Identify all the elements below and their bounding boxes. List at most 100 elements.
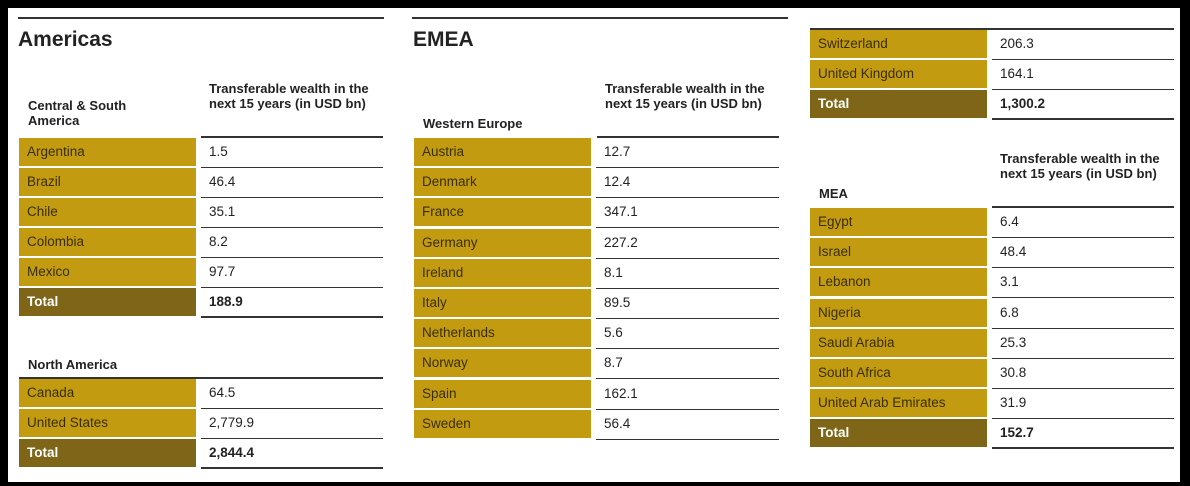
total-label: Total [19,439,196,467]
country-name: United States [19,409,196,437]
country-name: Austria [414,138,591,166]
country-name: Lebanon [810,268,987,297]
wealth-value: 64.5 [201,379,383,409]
wealth-value: 56.4 [596,410,779,440]
country-name: Denmark [414,168,591,197]
table-row: United States 2,779.9 [19,409,383,439]
country-name: Switzerland [810,30,987,58]
country-name: Argentina [19,138,196,166]
table-row: France 347.1 [414,198,779,229]
wealth-value: 31.9 [992,389,1174,420]
country-name: Colombia [19,228,196,256]
wealth-value: 1.5 [201,138,383,168]
table-row: Chile 35.1 [19,198,383,228]
total-row: Total 152.7 [810,419,1174,450]
table-row: Norway 8.7 [414,349,779,380]
country-name: Netherlands [414,319,591,348]
central-south-america-header: Central & South America [28,98,127,128]
table-row: Italy 89.5 [414,289,779,319]
wealth-value: 8.7 [596,349,779,380]
wealth-value: 227.2 [596,229,779,259]
table-row: Colombia 8.2 [19,228,383,258]
wealth-value: 35.1 [201,198,383,228]
table-row: Brazil 46.4 [19,168,383,198]
table-row: Saudi Arabia 25.3 [810,328,1174,359]
table-row: Sweden 56.4 [414,409,779,440]
country-name: Nigeria [810,298,987,327]
total-row: Total 188.9 [19,288,383,318]
country-name: Spain [414,379,591,408]
table-row: Argentina 1.5 [19,138,383,168]
americas-header-rule [201,136,383,138]
country-name: Italy [414,289,591,317]
table-row: Canada 64.5 [19,379,383,409]
table-row: Nigeria 6.8 [810,298,1174,329]
table-row: Netherlands 5.6 [414,319,779,350]
table-row: Mexico 97.7 [19,258,383,288]
wealth-value: 5.6 [596,319,779,350]
wealth-value: 12.4 [596,168,779,199]
total-label: Total [810,419,987,448]
americas-top-rule [18,17,384,19]
wealth-value: 2,779.9 [201,409,383,439]
total-row: Total 1,300.2 [810,90,1174,120]
wealth-value: 6.8 [992,299,1174,329]
total-value: 152.7 [992,419,1174,450]
country-name: Saudi Arabia [810,328,987,357]
table-row: Spain 162.1 [414,379,779,410]
emea-title: EMEA [413,28,474,51]
americas-title: Americas [18,28,113,51]
total-row: Total 2,844.4 [19,439,383,469]
total-value: 188.9 [201,288,383,318]
table-row: Germany 227.2 [414,228,779,259]
table-row: Israel 48.4 [810,238,1174,269]
table-row: South Africa 30.8 [810,359,1174,389]
wealth-value: 3.1 [992,268,1174,299]
total-label: Total [19,288,196,316]
country-name: Egypt [810,208,987,236]
wealth-value: 6.4 [992,208,1174,238]
wealth-value: 8.1 [596,259,779,289]
table-row: Lebanon 3.1 [810,268,1174,299]
wealth-value: 8.2 [201,228,383,258]
table-row: Egypt 6.4 [810,208,1174,238]
north-america-header: North America [28,357,118,372]
country-name: Chile [19,198,196,226]
country-name: Germany [414,228,591,257]
wealth-value: 206.3 [992,30,1174,60]
table-row: Switzerland 206.3 [810,30,1174,60]
country-name: Norway [414,349,591,378]
country-name: Mexico [19,258,196,286]
mea-header: MEA [819,186,848,201]
north-america-header-rule [19,377,383,379]
country-name: South Africa [810,359,987,387]
table-row: Austria 12.7 [414,138,779,168]
wealth-value: 46.4 [201,168,383,198]
wealth-value: 347.1 [596,198,779,229]
emea-top-rule [412,17,788,19]
wealth-value: 48.4 [992,238,1174,269]
table-row: Ireland 8.1 [414,258,779,289]
country-name: Israel [810,238,987,267]
country-name: Canada [19,379,196,407]
country-name: United Kingdom [810,60,987,88]
country-name: Ireland [414,258,591,287]
total-value: 1,300.2 [992,90,1174,120]
we-cont-top-rule [810,28,1174,30]
emea-column-header: Transferable wealth in the next 15 years… [605,81,765,111]
wealth-value: 30.8 [992,359,1174,389]
mea-header-rule [992,206,1174,208]
wealth-value: 25.3 [992,329,1174,359]
wealth-value: 12.7 [596,138,779,168]
wealth-value: 97.7 [201,258,383,288]
country-name: France [414,198,591,227]
total-label: Total [810,90,987,118]
americas-column-header: Transferable wealth in the next 15 years… [209,81,369,111]
wealth-value: 164.1 [992,60,1174,90]
table-row: United Arab Emirates 31.9 [810,389,1174,420]
total-value: 2,844.4 [201,439,383,469]
wealth-value: 89.5 [596,289,779,319]
table-row: Denmark 12.4 [414,168,779,199]
country-name: United Arab Emirates [810,389,987,418]
country-name: Brazil [19,168,196,196]
